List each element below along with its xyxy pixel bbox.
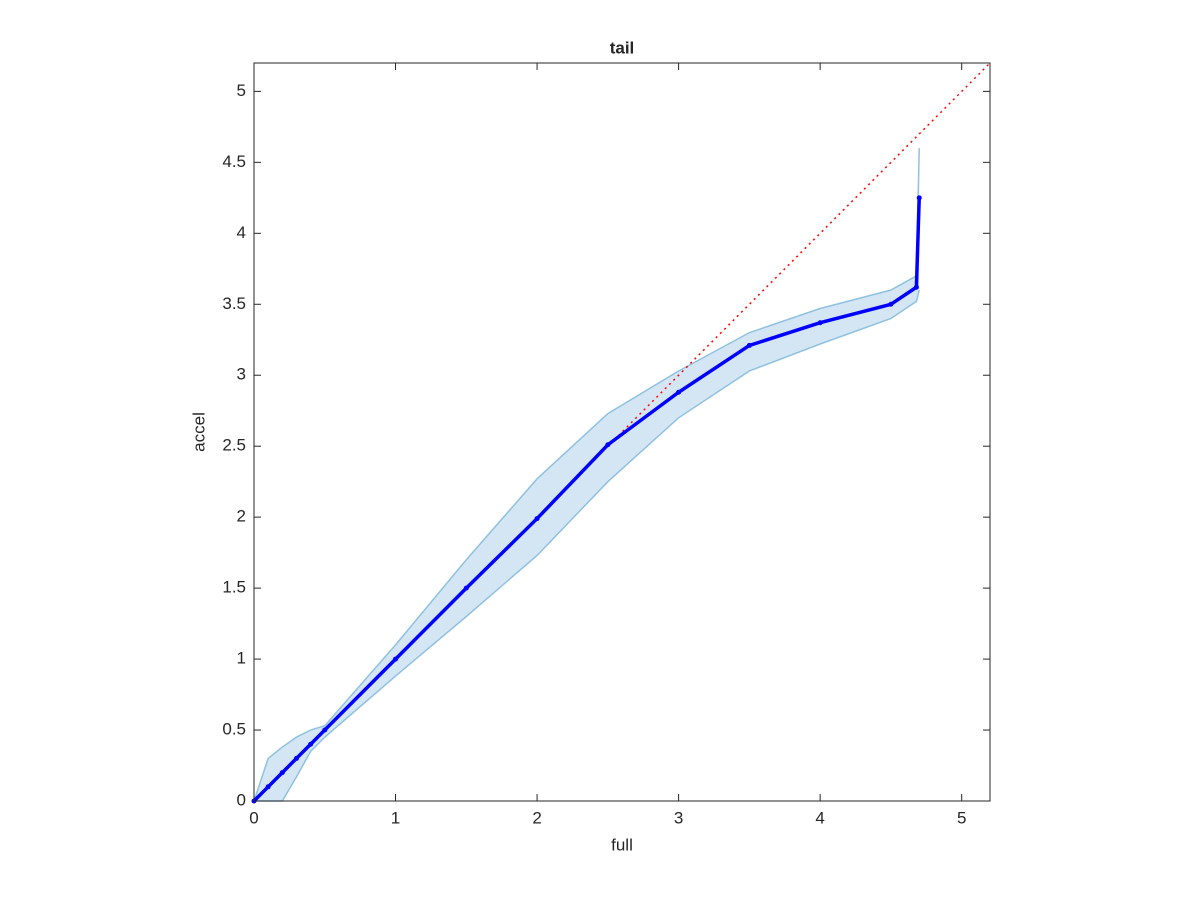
mean-point xyxy=(913,284,919,290)
y-tick-label: 4 xyxy=(237,223,246,242)
y-tick-label: 3.5 xyxy=(222,294,246,313)
mean-point xyxy=(463,585,469,591)
mean-point xyxy=(279,770,285,776)
x-tick-label: 4 xyxy=(815,808,824,827)
y-tick-label: 4.5 xyxy=(222,152,246,171)
mean-point xyxy=(817,320,823,326)
chart-title: tail xyxy=(610,38,635,57)
y-tick-label: 0.5 xyxy=(222,720,246,739)
mean-point xyxy=(746,342,752,348)
mean-point xyxy=(322,727,328,733)
y-tick-label: 3 xyxy=(237,365,246,384)
y-axis-label: accel xyxy=(189,412,208,452)
mean-point xyxy=(605,442,611,448)
x-tick-label: 0 xyxy=(249,808,258,827)
mean-point xyxy=(393,656,399,662)
mean-point xyxy=(308,741,314,747)
band-edge xyxy=(253,148,920,802)
x-axis-label: full xyxy=(611,835,633,854)
y-tick-label: 2.5 xyxy=(222,436,246,455)
x-tick-label: 1 xyxy=(391,808,400,827)
mean-point xyxy=(293,755,299,761)
axes-box xyxy=(253,62,991,802)
band-edge xyxy=(254,289,920,802)
mean-point xyxy=(916,195,922,201)
mean-point xyxy=(265,784,271,790)
x-tick-label: 5 xyxy=(957,808,966,827)
band-area xyxy=(254,148,920,802)
y-tick-label: 0 xyxy=(237,790,246,809)
y-tick-label: 2 xyxy=(237,507,246,526)
y-tick-label: 1 xyxy=(237,649,246,668)
y-tick-label: 1.5 xyxy=(222,578,246,597)
mean-point xyxy=(676,389,682,395)
mean-point xyxy=(534,516,540,522)
y-tick-label: 5 xyxy=(237,81,246,100)
x-tick-label: 2 xyxy=(532,808,541,827)
x-tick-label: 3 xyxy=(674,808,683,827)
mean-point xyxy=(888,301,894,307)
mean-line xyxy=(252,197,921,803)
